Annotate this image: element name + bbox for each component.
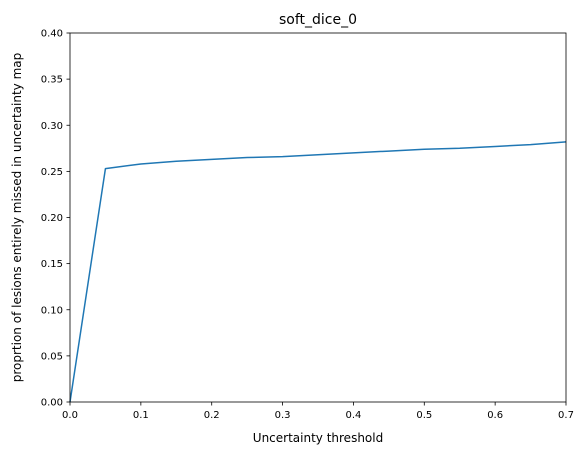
plot-area [69, 141, 567, 403]
y-tick-label: 0.30 [41, 121, 63, 132]
chart-title: soft_dice_0 [279, 12, 357, 28]
plot-frame [69, 32, 567, 403]
x-axis: 0.0 0.1 0.2 0.3 0.4 0.5 0.6 0.7 [62, 402, 574, 421]
x-tick-label: 0.7 [558, 410, 574, 421]
y-tick-label: 0.15 [41, 259, 63, 270]
x-tick-label: 0.0 [62, 410, 78, 421]
x-axis-label: Uncertainty threshold [253, 431, 383, 445]
x-tick-label: 0.2 [204, 410, 220, 421]
x-tick-label: 0.6 [487, 410, 503, 421]
x-tick-label: 0.4 [345, 410, 361, 421]
y-tick-label: 0.10 [41, 305, 63, 316]
x-tick-label: 0.1 [133, 410, 149, 421]
y-tick-label: 0.35 [41, 75, 63, 86]
x-tick-label: 0.3 [275, 410, 291, 421]
series-line-0 [69, 141, 567, 403]
y-tick-label: 0.40 [41, 29, 63, 40]
y-axis: 0.00 0.05 0.10 0.15 0.20 0.25 0.30 0.35 0.40 [41, 29, 70, 409]
y-axis-label: proprtion of lesions entirely missed in … [10, 53, 24, 383]
y-tick-label: 0.20 [41, 213, 63, 224]
x-tick-label: 0.5 [416, 410, 432, 421]
y-tick-label: 0.05 [41, 351, 63, 362]
y-tick-label: 0.25 [41, 167, 63, 178]
y-tick-label: 0.00 [41, 398, 63, 409]
